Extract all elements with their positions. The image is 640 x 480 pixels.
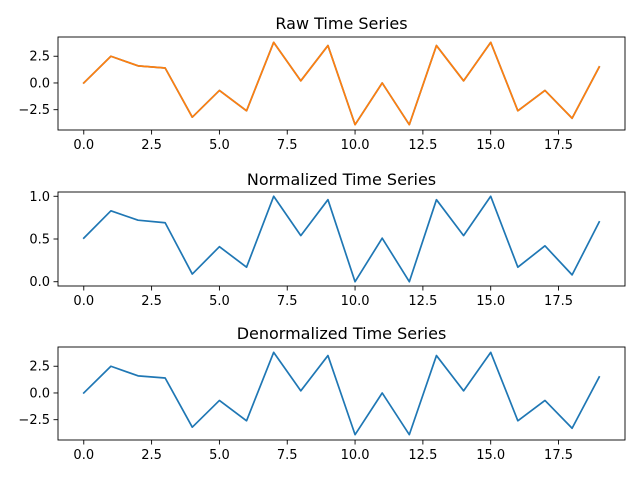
- x-tick-label: 15.0: [476, 294, 505, 309]
- x-tick-label: 2.5: [141, 138, 162, 153]
- x-tick-label: 10.0: [341, 448, 370, 463]
- x-tick-label: 7.5: [277, 294, 298, 309]
- axes-frame: [57, 346, 626, 441]
- y-tick-label: 0.0: [29, 386, 50, 401]
- chart-title: Denormalized Time Series: [237, 324, 447, 343]
- x-tick-label: 15.0: [476, 138, 505, 153]
- chart-title: Normalized Time Series: [247, 170, 436, 189]
- y-tick-label: −2.5: [18, 413, 50, 428]
- y-tick-label: 0.5: [29, 233, 50, 248]
- x-tick-label: 2.5: [141, 448, 162, 463]
- x-tick-label: 15.0: [476, 448, 505, 463]
- x-tick-label: 7.5: [277, 448, 298, 463]
- x-tick-label: 5.0: [209, 138, 230, 153]
- x-tick-label: 0.0: [73, 448, 94, 463]
- series-line-1: [82, 41, 601, 126]
- denormalized-time-series-panel: Denormalized Time Series 0.0 2.5 5.0 7.5 10.…: [18, 324, 626, 463]
- y-tick-label: −2.5: [18, 103, 50, 118]
- x-tick-label: 5.0: [209, 294, 230, 309]
- series-line-0: [82, 351, 601, 436]
- x-tick-label: 10.0: [341, 138, 370, 153]
- chart-title: Raw Time Series: [275, 14, 407, 33]
- x-tick-label: 5.0: [209, 448, 230, 463]
- y-tick-label: 0.0: [29, 275, 50, 290]
- x-tick-label: 12.5: [408, 138, 437, 153]
- x-tick-label: 7.5: [277, 138, 298, 153]
- y-tick-label: 0.0: [29, 76, 50, 91]
- x-tick-label: 0.0: [73, 138, 94, 153]
- x-tick-label: 12.5: [408, 294, 437, 309]
- y-tick-label: 2.5: [29, 50, 50, 65]
- y-tick-label: 2.5: [29, 360, 50, 375]
- x-tick-label: 17.5: [544, 138, 573, 153]
- axes-frame: [57, 36, 626, 131]
- x-tick-label: 10.0: [341, 294, 370, 309]
- x-tick-label: 17.5: [544, 294, 573, 309]
- x-tick-label: 17.5: [544, 448, 573, 463]
- x-tick-label: 2.5: [141, 294, 162, 309]
- y-tick-label: 1.0: [29, 190, 50, 205]
- series-line-0: [82, 195, 601, 283]
- x-tick-label: 12.5: [408, 448, 437, 463]
- normalized-time-series-panel: Normalized Time Series 0.0 2.5 5.0 7.5 10.0 1…: [29, 170, 626, 309]
- raw-time-series-panel: Raw Time Series 0.0 2.5 5.0 7.5 10.0 12.5 15.0…: [18, 14, 626, 153]
- x-tick-label: 0.0: [73, 294, 94, 309]
